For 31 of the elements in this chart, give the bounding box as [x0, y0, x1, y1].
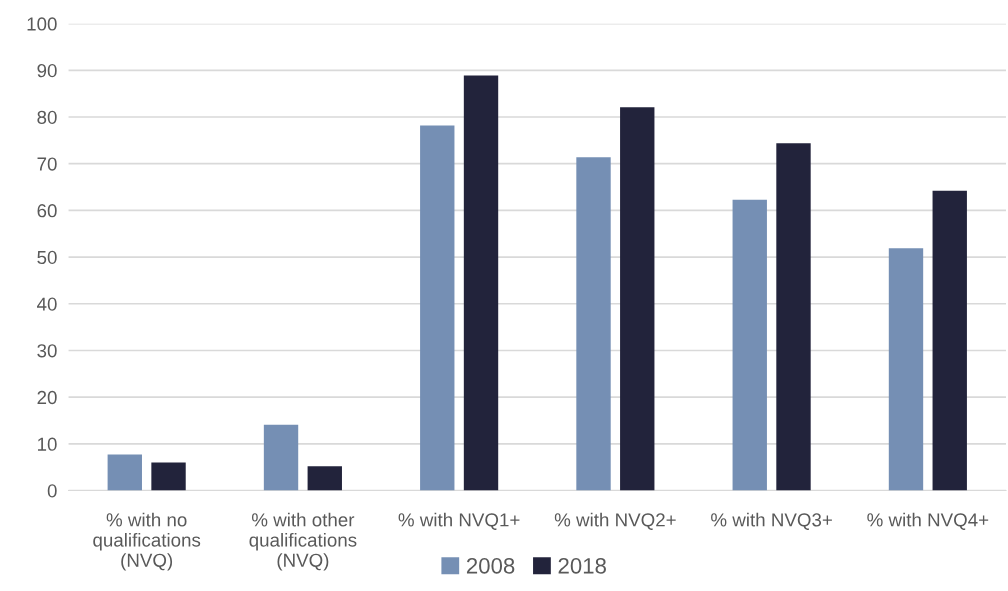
- bar: [151, 462, 186, 491]
- legend-label: 2008: [466, 557, 515, 574]
- bar: [576, 157, 611, 491]
- y-tick-label: 100: [27, 17, 57, 31]
- bar: [620, 107, 655, 491]
- x-tick-label: % with NVQ2+: [554, 512, 676, 530]
- x-tick-label: % with no qualifications (NVQ): [93, 512, 201, 571]
- y-tick-label: 60: [37, 204, 57, 218]
- x-tick-label: % with NVQ3+: [711, 512, 832, 530]
- y-tick-label: 10: [38, 437, 57, 451]
- y-tick-label: 90: [37, 64, 57, 78]
- x-tick-label: % with other qualifications (NVQ): [249, 512, 357, 571]
- bar: [263, 424, 299, 491]
- bar: [463, 75, 499, 491]
- y-tick-label: 20: [37, 390, 57, 405]
- y-tick-label: 0: [47, 484, 57, 498]
- y-tick-label: 70: [37, 157, 57, 171]
- y-tick-label: 40: [37, 297, 57, 311]
- x-tick-label: % with NVQ4+: [867, 512, 989, 530]
- y-tick-label: 50: [37, 250, 57, 265]
- bar: [420, 125, 455, 491]
- x-tick-label: % with NVQ1+: [398, 512, 520, 530]
- bar: [888, 248, 924, 491]
- legend-label: 2018: [558, 557, 606, 574]
- bar: [776, 143, 811, 491]
- y-tick-label: 80: [37, 110, 57, 124]
- y-tick-label: 30: [37, 344, 57, 358]
- bar: [107, 454, 142, 491]
- bar: [732, 199, 767, 491]
- bar: [307, 466, 342, 491]
- bar: [932, 190, 967, 491]
